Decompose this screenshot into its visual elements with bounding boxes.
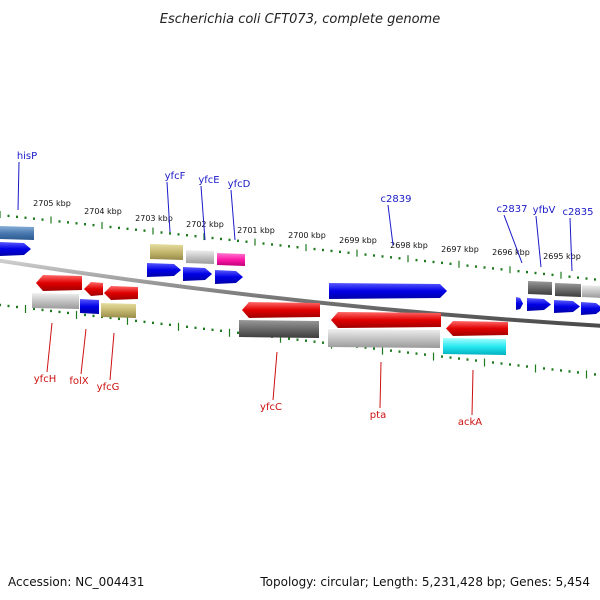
- genome-backbone: [0, 258, 600, 328]
- leader-line: [379, 361, 382, 409]
- gene-arrow: [581, 302, 600, 315]
- gene-label[interactable]: yfcH: [34, 374, 56, 385]
- gene-arrow: [32, 293, 79, 309]
- gene-arrow: [147, 263, 181, 277]
- kbp-label: 2705 kbp: [33, 199, 71, 208]
- gene-arrow: [186, 250, 214, 264]
- gene-labels-top: hisP yfcF yfcE yfcD c2839 c2837 yfbV c2835: [17, 151, 594, 218]
- kbp-label: 2702 kbp: [186, 220, 224, 229]
- gene-label[interactable]: c2835: [563, 207, 594, 218]
- leader-line: [200, 185, 206, 241]
- kbp-label: 2699 kbp: [339, 236, 377, 245]
- leader-line: [46, 322, 53, 373]
- kbp-label: 2704 kbp: [84, 207, 122, 216]
- gene-label[interactable]: c2839: [381, 194, 412, 205]
- gene-label[interactable]: yfbV: [533, 205, 556, 216]
- gene-arrow: [443, 338, 506, 355]
- leader-line: [166, 181, 171, 233]
- label-leader-lines: [17, 161, 573, 416]
- tick-track-top: [0, 211, 596, 281]
- gene-arrow: [84, 282, 103, 296]
- gene-label[interactable]: yfcD: [228, 179, 251, 190]
- gene-arrow: [239, 320, 319, 338]
- tick-track-bottom: [0, 303, 596, 379]
- gene-arrow: [582, 285, 600, 298]
- gene-arrow: [527, 298, 551, 311]
- gene-arrow: [555, 283, 581, 297]
- leader-line: [80, 328, 87, 375]
- leader-line: [535, 215, 542, 268]
- leader-line: [272, 351, 278, 401]
- leader-line: [230, 189, 236, 241]
- gene-label[interactable]: c2837: [497, 204, 528, 215]
- kbp-label: 2696 kbp: [492, 248, 530, 257]
- kbp-label: 2695 kbp: [543, 252, 581, 261]
- gene-arrow: [215, 270, 243, 284]
- gene-arrow: [242, 302, 320, 318]
- accession-text: Accession: NC_004431: [8, 575, 144, 589]
- gene-label[interactable]: yfcF: [165, 171, 186, 182]
- leader-line: [471, 369, 474, 416]
- leader-line: [569, 217, 573, 272]
- gene-arrow: [329, 283, 447, 299]
- gene-arrow: [0, 226, 34, 240]
- gene-arrow: [36, 275, 82, 291]
- kbp-label: 2701 kbp: [237, 226, 275, 235]
- kbp-label: 2698 kbp: [390, 241, 428, 250]
- kbp-scale-labels: 2705 kbp 2704 kbp 2703 kbp 2702 kbp 2701 kbp…: [33, 199, 581, 261]
- gene-arrow: [328, 329, 440, 348]
- gene-label[interactable]: yfcC: [260, 402, 282, 413]
- gene-arrow: [331, 312, 441, 328]
- gene-label[interactable]: yfcG: [97, 382, 120, 393]
- gene-arrow: [0, 242, 31, 256]
- leader-line: [503, 214, 523, 264]
- gene-label[interactable]: folX: [69, 376, 88, 387]
- kbp-label: 2697 kbp: [441, 245, 479, 254]
- gene-arrow: [80, 299, 99, 314]
- gene-features: [0, 226, 600, 355]
- gene-arrow: [446, 321, 508, 336]
- gene-arrow: [528, 281, 552, 295]
- gene-arrow: [101, 303, 136, 318]
- leader-line: [109, 332, 115, 381]
- kbp-label: 2700 kbp: [288, 231, 326, 240]
- gene-arrow: [516, 297, 523, 310]
- gene-label[interactable]: ackA: [458, 417, 482, 428]
- leader-line: [387, 204, 394, 246]
- gene-label[interactable]: yfcE: [198, 175, 219, 186]
- leader-line: [17, 161, 20, 211]
- map-title: Escherichia coli CFT073, complete genome: [160, 12, 440, 27]
- gene-arrow: [217, 253, 245, 266]
- gene-label[interactable]: pta: [370, 410, 386, 421]
- gene-arrow: [554, 300, 580, 313]
- kbp-label: 2703 kbp: [135, 214, 173, 223]
- gene-label[interactable]: hisP: [17, 151, 37, 162]
- gene-arrow: [183, 267, 212, 281]
- gene-arrow: [150, 244, 183, 260]
- genome-summary-text: Topology: circular; Length: 5,231,428 bp…: [259, 575, 590, 589]
- gene-labels-bottom: yfcH folX yfcG yfcC pta ackA: [34, 374, 483, 428]
- gene-arrow: [104, 286, 138, 300]
